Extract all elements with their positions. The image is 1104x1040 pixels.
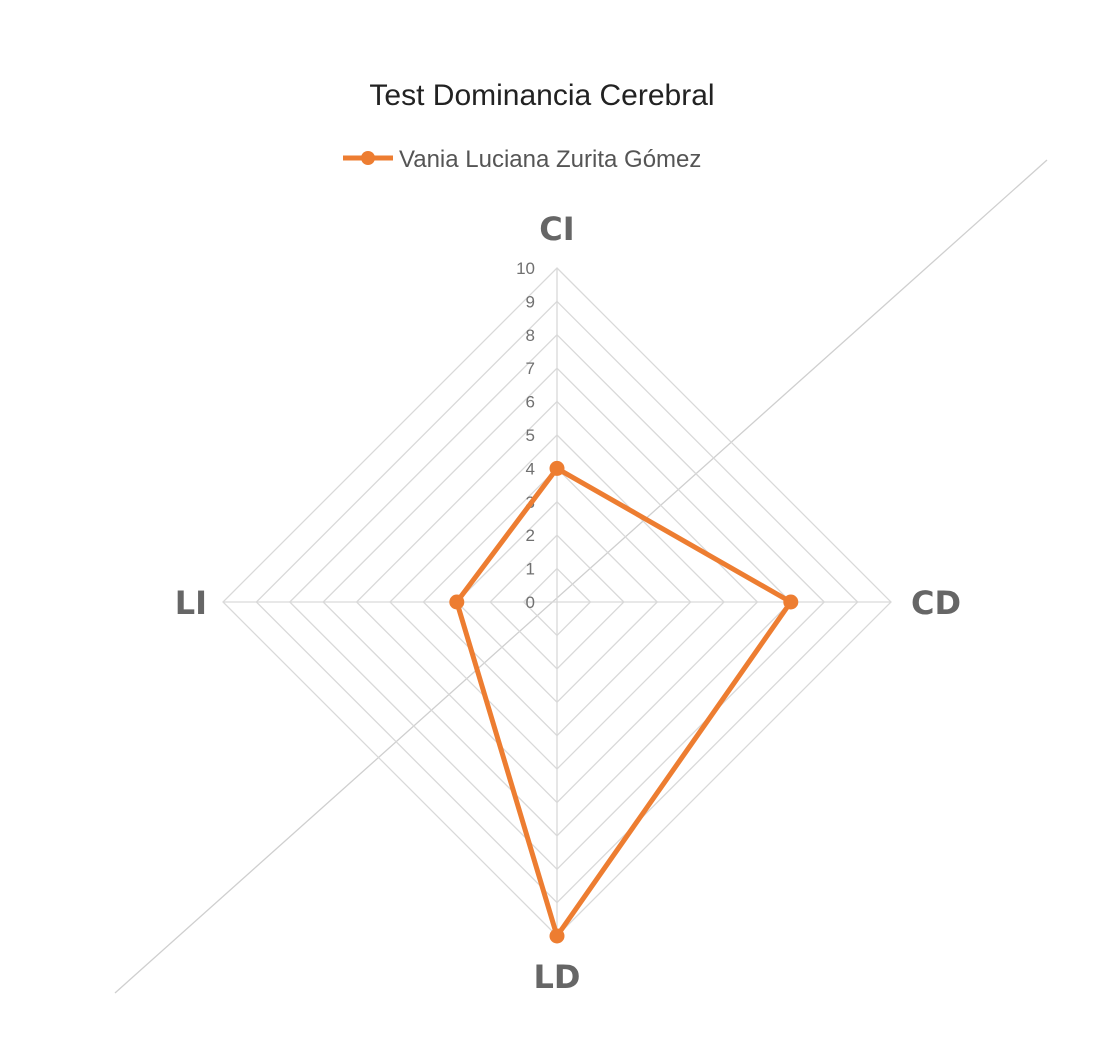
diagonal-reference-line: [114, 159, 1048, 994]
legend-swatch-marker: [361, 151, 375, 165]
data-point-li: [449, 594, 465, 610]
tick-label-2: 2: [526, 526, 535, 545]
data-point-ld: [549, 928, 565, 944]
tick-label-1: 1: [526, 560, 535, 579]
data-point-cd: [783, 594, 799, 610]
tick-label-10: 10: [516, 259, 535, 278]
legend-entry-label: Vania Luciana Zurita Gómez: [399, 146, 701, 173]
tick-label-8: 8: [526, 326, 535, 345]
category-label-li: LI: [175, 584, 207, 622]
category-label-cd: CD: [911, 584, 961, 622]
tick-label-9: 9: [526, 292, 535, 311]
tick-label-6: 6: [526, 393, 535, 412]
category-label-ld: LD: [534, 958, 581, 996]
tick-label-0: 0: [526, 593, 535, 612]
data-point-ci: [549, 460, 565, 476]
legend: Vania Luciana Zurita Gómez: [343, 146, 701, 173]
tick-label-5: 5: [526, 426, 535, 445]
category-label-ci: CI: [539, 210, 574, 248]
category-labels: CI CD LD LI: [175, 210, 961, 996]
series-layer: [449, 460, 799, 944]
chart-title: Test Dominancia Cerebral: [369, 79, 714, 112]
tick-label-4: 4: [526, 459, 535, 478]
radar-spokes: [223, 268, 891, 936]
tick-label-7: 7: [526, 359, 535, 378]
